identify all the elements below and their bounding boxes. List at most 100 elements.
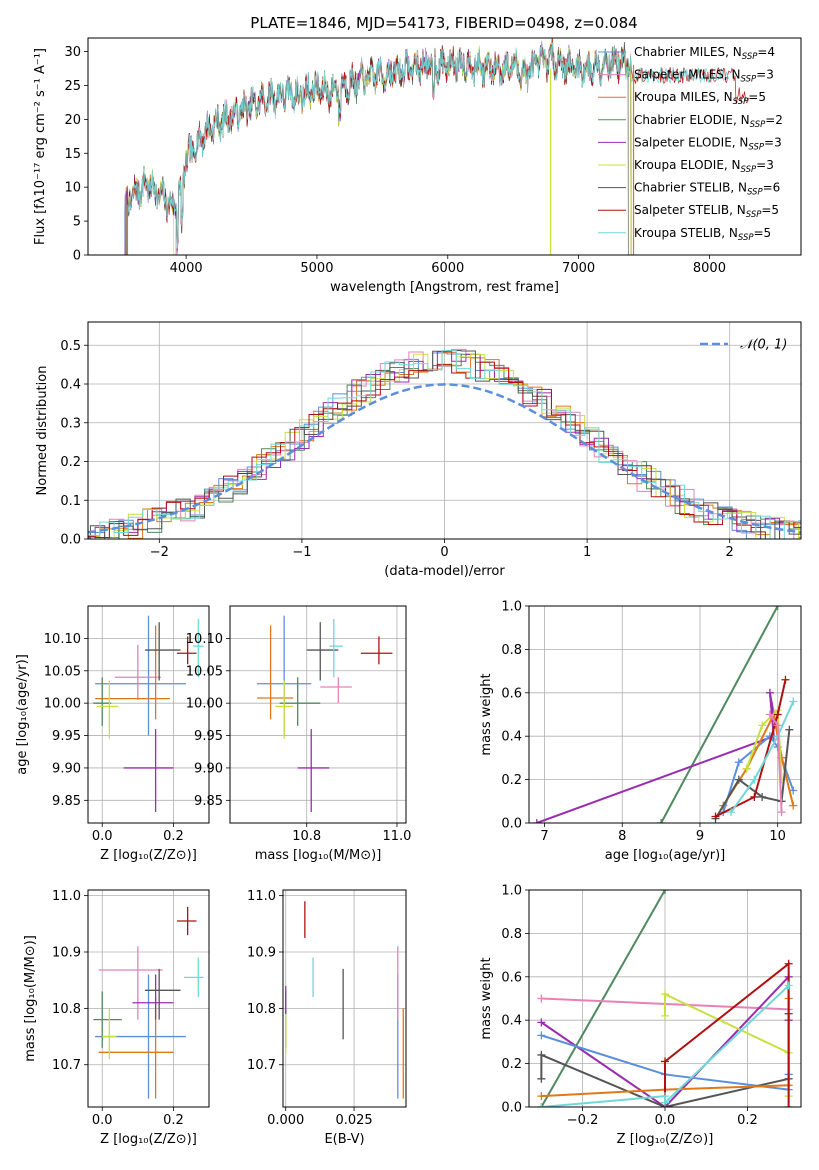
error-point-chabrier_stelib	[306, 622, 339, 681]
axes-frame	[528, 605, 802, 824]
weight-marker-kroupa_stelib	[661, 1098, 669, 1107]
x-tick-label: 10	[769, 829, 786, 844]
legend-entry-salpeter_stelib: Salpeter STELIB, NSSP=5	[634, 203, 779, 220]
weight-marker-kroupa_stelib	[784, 981, 793, 990]
mass-vs-metallicity-panel: 0.0 0.2 10.7 10.8 10.9 11.0 Z [log₁₀(Z/Z⊙)] mas…	[23, 889, 210, 1147]
error-point-salpeter_stelib	[360, 636, 393, 665]
y-tick-label: 10.7	[52, 1058, 81, 1073]
x-tick-label: 7000	[562, 261, 595, 276]
error-point-chabrier_stelib	[144, 968, 181, 1020]
y-tick-label: 0.4	[501, 730, 522, 745]
y-axis-label: mass [log₁₀(M/M⊙)]	[23, 935, 38, 1062]
y-tick-label: 30	[64, 45, 81, 60]
error-point-kroupa_elodie	[96, 680, 119, 739]
legend-entry-salpeter_miles: Salpeter MILES, NSSP=3	[634, 68, 774, 85]
y-tick-label: 10	[64, 181, 81, 196]
x-tick-label: −0.2	[567, 1113, 599, 1128]
legend-entry-normal: 𝒩(0, 1)	[740, 338, 787, 353]
weight-marker-kroupa_stelib	[750, 775, 759, 784]
axes-frame	[282, 889, 407, 1108]
weight-marker-salpeter_miles	[537, 994, 546, 1003]
weight-marker-kroupa_miles	[537, 1092, 546, 1101]
weight-marker-salpeter_stelib	[784, 959, 793, 968]
y-tick-label: 10.9	[247, 946, 276, 961]
error-point-kroupa_miles	[95, 625, 170, 720]
error-point-salpeter_stelib	[176, 906, 197, 936]
x-axis-label: Z [log₁₀(Z/Z⊙)]	[100, 848, 197, 863]
error-point-chabrier_elodie	[93, 991, 122, 1048]
legend-entry-salpeter_elodie: Salpeter ELODIE, NSSP=3	[634, 135, 782, 152]
weight-marker-kroupa_stelib	[727, 808, 736, 817]
plot-area	[283, 890, 406, 1107]
y-tick-label: 11.0	[52, 889, 81, 904]
x-tick-label: 7	[540, 829, 548, 844]
y-tick-label: 0.3	[60, 416, 81, 431]
error-point-kroupa_elodie	[275, 680, 294, 739]
weight-line-chabrier_elodie	[660, 606, 779, 823]
weight-marker-salpeter_elodie	[537, 1018, 546, 1027]
weight-marker-kroupa_miles	[789, 801, 798, 810]
weight-marker-chabrier_elodie	[773, 606, 782, 610]
weight-marker-salpeter_elodie	[532, 819, 541, 823]
error-point-salpeter_miles	[114, 644, 161, 700]
x-tick-label: 0.025	[335, 1113, 372, 1128]
weight-marker-chabrier_miles	[734, 758, 743, 767]
axes-frame	[229, 605, 407, 824]
weight-vs-metallicity-panel: −0.2 0.0 0.2 0.0 0.2 0.4 0.6 0.8 1.0 Z [log₁₀(Z/Z…	[479, 884, 802, 1147]
x-tick-label: 8	[618, 829, 626, 844]
y-tick-label: 0.2	[501, 1057, 522, 1072]
error-point-kroupa_miles	[257, 625, 294, 720]
weight-marker-salpeter_stelib	[773, 710, 782, 719]
y-tick-label: 10.8	[247, 1002, 276, 1017]
y-tick-label: 0.6	[501, 686, 522, 701]
y-tick-label: 0.6	[501, 970, 522, 985]
y-axis-label: age [log₁₀(age/yr)]	[15, 654, 30, 775]
error-point-salpeter_miles	[98, 946, 163, 1020]
weight-marker-chabrier_elodie	[661, 890, 669, 894]
y-tick-label: 0	[73, 249, 81, 264]
weight-marker-salpeter_stelib	[711, 812, 720, 821]
weight-marker-chabrier_miles	[537, 1031, 546, 1040]
weight-marker-chabrier_stelib	[537, 1074, 546, 1083]
y-tick-label: 0.8	[501, 927, 522, 942]
x-tick-label: −2	[150, 545, 169, 560]
y-tick-label: 0.0	[501, 1101, 522, 1116]
weight-marker-chabrier_elodie	[657, 819, 666, 823]
y-tick-label: 0.2	[60, 455, 81, 470]
weight-marker-kroupa_elodie	[758, 721, 767, 730]
x-tick-label: 0.0	[92, 829, 113, 844]
y-tick-label: 10.10	[44, 632, 81, 647]
spectrum-title: PLATE=1846, MJD=54173, FIBERID=0498, z=0…	[250, 14, 637, 32]
error-point-salpeter_stelib	[176, 636, 197, 665]
plot-area	[88, 890, 209, 1107]
x-tick-label: 10.8	[292, 829, 321, 844]
y-tick-label: 10.00	[44, 697, 81, 712]
weight-marker-kroupa_stelib	[789, 697, 798, 706]
legend-entry-chabrier_miles: Chabrier MILES, NSSP=4	[634, 45, 775, 62]
x-tick-label: 0.0	[655, 1113, 676, 1128]
x-tick-label: 6000	[431, 261, 464, 276]
y-tick-label: 1.0	[501, 600, 522, 615]
y-tick-label: 10.10	[186, 632, 223, 647]
x-tick-label: 8000	[693, 261, 726, 276]
weight-marker-salpeter_stelib	[781, 675, 790, 684]
hist-step-salpeter_stelib	[88, 361, 801, 539]
y-axis-label: Flux [fλ10⁻¹⁷ erg cm⁻² s⁻¹ A⁻¹]	[33, 48, 48, 245]
y-tick-label: 10.9	[52, 946, 81, 961]
y-axis-label: Normed distribution	[35, 366, 50, 496]
axes-frame	[87, 37, 802, 256]
error-point-kroupa_stelib	[192, 618, 204, 678]
x-tick-label: 4000	[170, 261, 203, 276]
y-tick-label: 10.05	[186, 664, 223, 679]
y-tick-label: 9.90	[194, 761, 223, 776]
error-point-chabrier_miles	[95, 615, 186, 736]
error-point-chabrier_elodie	[93, 677, 112, 726]
legend-entry-kroupa_stelib: Kroupa STELIB, NSSP=5	[634, 226, 771, 243]
error-point-kroupa_elodie	[102, 1008, 117, 1060]
weight-line-salpeter_stelib	[664, 961, 790, 1107]
y-tick-label: 15	[64, 147, 81, 162]
plot-area	[88, 606, 209, 823]
y-tick-label: 0.4	[501, 1014, 522, 1029]
weight-line-chabrier_elodie	[540, 890, 666, 1107]
